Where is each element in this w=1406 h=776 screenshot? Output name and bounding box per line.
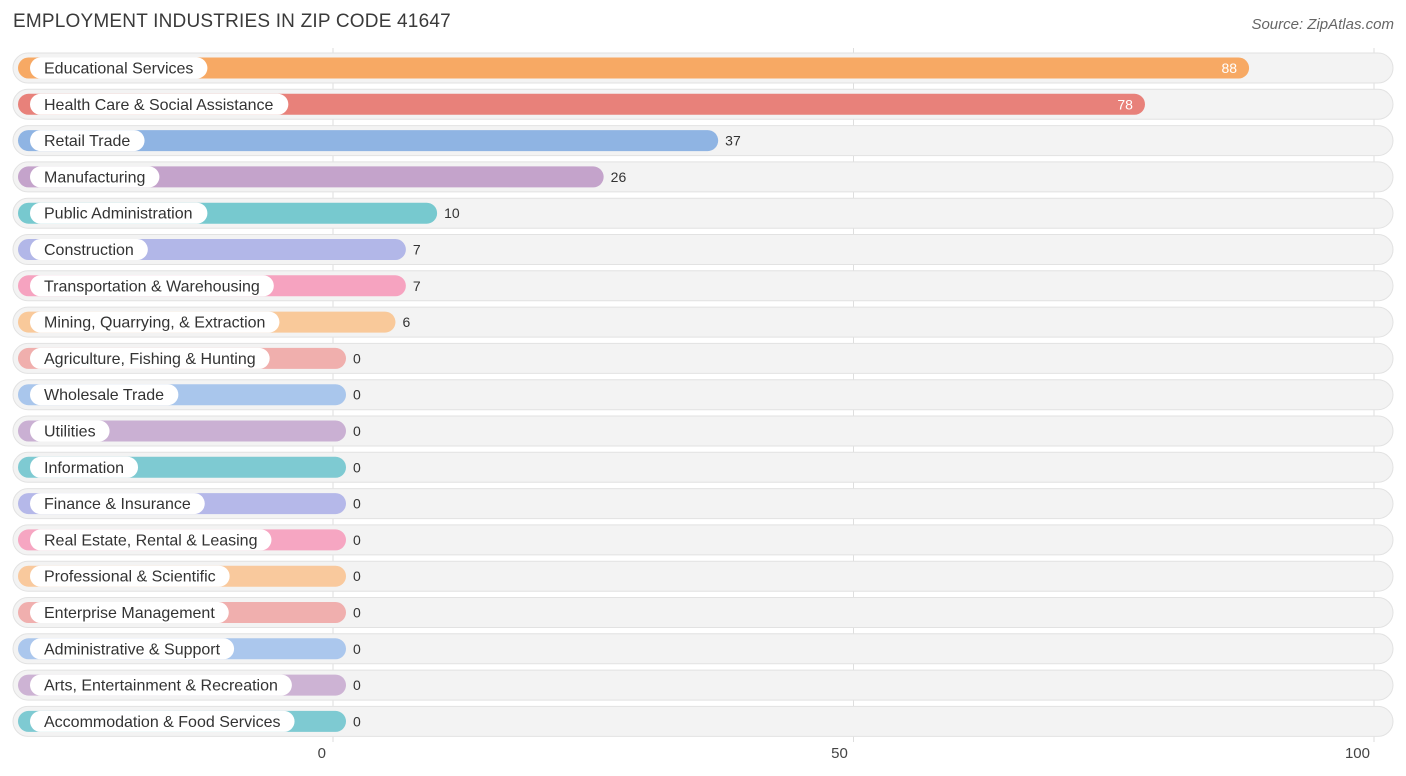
bar (18, 93, 1145, 115)
value-label: 37 (725, 133, 741, 149)
category-label: Public Administration (44, 206, 193, 223)
category-label-pill (30, 166, 160, 188)
row-track (12, 524, 1394, 556)
category-label: Educational Services (44, 61, 193, 78)
category-label: Transportation & Warehousing (44, 278, 260, 295)
category-label: Manufacturing (44, 169, 145, 186)
value-label: 6 (402, 314, 410, 330)
category-label: Agriculture, Fishing & Hunting (44, 351, 256, 368)
x-tick-label: 50 (831, 745, 848, 762)
value-label: 0 (353, 459, 361, 475)
category-label-pill (30, 565, 230, 587)
row-track (12, 451, 1394, 483)
value-label: 0 (353, 532, 361, 548)
category-label-pill (30, 275, 274, 297)
value-label: 0 (353, 713, 361, 729)
category-label-pill (30, 493, 205, 515)
value-label: 88 (1222, 60, 1238, 76)
category-label: Utilities (44, 424, 96, 441)
category-label-pill (30, 638, 235, 660)
row-track (12, 488, 1394, 520)
value-label: 0 (353, 568, 361, 584)
x-tick-label: 0 (318, 745, 326, 762)
value-label: 10 (444, 205, 460, 221)
bars: Educational Services 88 Health Care & Soci… (12, 52, 1394, 737)
source-credit: Source: ZipAtlas.com (1251, 16, 1394, 33)
category-label: Administrative & Support (44, 641, 221, 658)
category-label-pill (30, 674, 292, 696)
category-label: Finance & Insurance (44, 496, 191, 513)
x-axis-ticks: 0 50 100 (318, 745, 1370, 762)
category-label-pill (30, 420, 110, 442)
category-label-pill (30, 456, 139, 478)
category-label: Accommodation & Food Services (44, 714, 281, 731)
value-label: 7 (413, 278, 421, 294)
value-label: 78 (1117, 96, 1133, 112)
row-track (12, 342, 1394, 374)
category-label-pill (30, 202, 208, 224)
row-track (12, 633, 1394, 665)
category-label: Retail Trade (44, 133, 130, 150)
category-label-pill (30, 311, 280, 333)
row-track (12, 597, 1394, 628)
category-label: Real Estate, Rental & Leasing (44, 532, 257, 549)
category-label-pill (30, 239, 148, 260)
category-label-pill (30, 347, 270, 369)
category-label-pill (30, 602, 229, 623)
category-label: Wholesale Trade (44, 387, 164, 404)
value-label: 0 (353, 677, 361, 693)
bar (18, 57, 1250, 79)
category-label-pill (30, 710, 295, 732)
category-label-pill (30, 384, 179, 406)
category-label: Arts, Entertainment & Recreation (44, 678, 278, 695)
bar (18, 166, 604, 188)
row-track (12, 669, 1394, 701)
category-label-pill (30, 93, 289, 115)
category-label: Health Care & Social Assistance (44, 97, 274, 114)
category-label: Professional & Scientific (44, 569, 216, 586)
category-label-pill (30, 57, 208, 79)
category-label: Information (44, 460, 124, 477)
category-label-pill (30, 529, 272, 551)
row-track (12, 415, 1394, 447)
category-label: Construction (44, 242, 134, 259)
chart-title: EMPLOYMENT INDUSTRIES IN ZIP CODE 41647 (13, 11, 451, 32)
value-label: 0 (353, 387, 361, 403)
value-label: 0 (353, 423, 361, 439)
row-track (12, 560, 1394, 592)
value-label: 0 (353, 496, 361, 512)
value-label: 26 (611, 169, 627, 185)
category-label-pill (30, 130, 145, 152)
row-track (12, 379, 1394, 411)
x-tick-label: 100 (1345, 745, 1370, 762)
value-label: 0 (353, 641, 361, 657)
category-label: Mining, Quarrying, & Extraction (44, 315, 265, 332)
value-label: 0 (353, 350, 361, 366)
row-track (12, 705, 1394, 737)
value-label: 0 (353, 605, 361, 621)
bar (18, 130, 719, 152)
category-label: Enterprise Management (44, 605, 215, 622)
value-label: 7 (413, 242, 421, 258)
